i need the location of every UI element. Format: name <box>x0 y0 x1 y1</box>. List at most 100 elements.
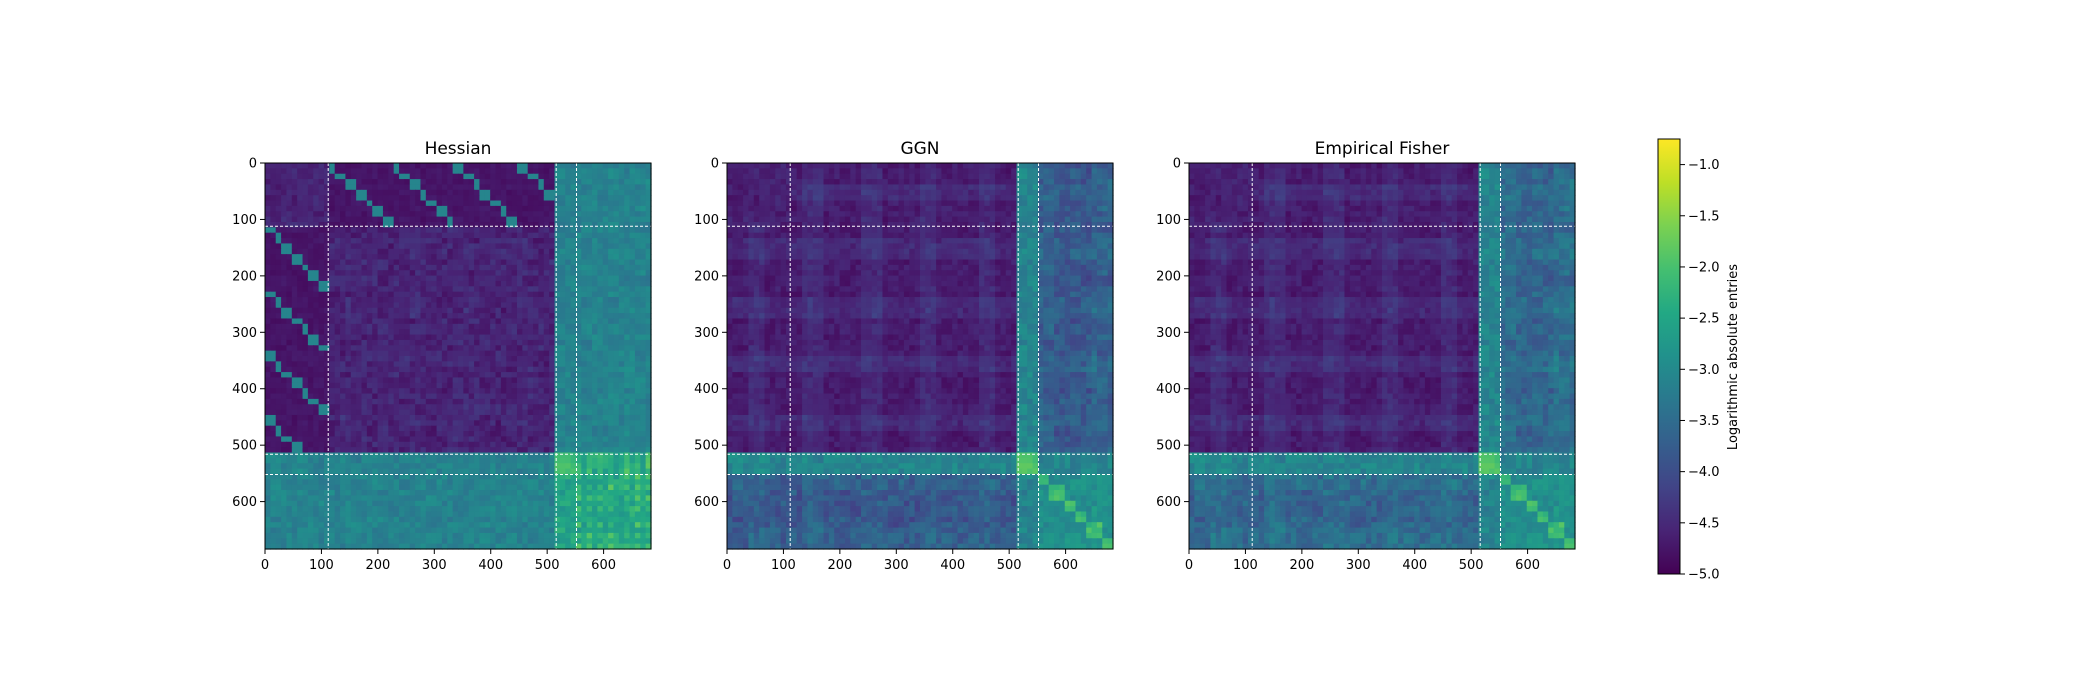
heatmap-cell <box>329 297 336 303</box>
heatmap-cell <box>592 179 598 186</box>
heatmap-cell <box>265 232 271 239</box>
heatmap-cell <box>404 436 411 443</box>
heatmap-cell <box>484 264 491 271</box>
heatmap-cell <box>484 398 491 405</box>
heatmap-cell <box>463 447 470 454</box>
heatmap-cell <box>618 511 625 518</box>
heatmap-cell <box>409 221 416 228</box>
heatmap-cell <box>511 179 518 186</box>
heatmap-cell <box>345 286 352 293</box>
heatmap-cell <box>538 468 545 475</box>
heatmap-cell <box>554 527 561 534</box>
heatmap-cell <box>474 275 481 282</box>
heatmap-cell <box>624 275 631 282</box>
heatmap-cell <box>506 291 513 298</box>
heatmap-cell <box>516 243 523 250</box>
heatmap-cell <box>613 329 620 336</box>
heatmap-cell <box>291 420 298 427</box>
heatmap-cell <box>436 356 443 362</box>
heatmap-cell <box>645 350 652 357</box>
heatmap-cell <box>490 463 497 470</box>
heatmap-cell <box>431 221 438 228</box>
heatmap-cell <box>554 350 561 357</box>
heatmap-cell <box>393 163 400 169</box>
heatmap-cell <box>425 500 432 507</box>
heatmap-cell <box>302 484 309 491</box>
heatmap-cell <box>431 259 438 266</box>
heatmap-cell <box>265 339 271 346</box>
heatmap-cell <box>409 216 416 223</box>
heatmap-cell <box>281 259 288 266</box>
heatmap-cell <box>468 490 475 496</box>
heatmap-cell <box>608 173 615 180</box>
heatmap-cell <box>307 173 314 180</box>
heatmap-cell <box>313 377 320 384</box>
heatmap-cell <box>431 297 438 303</box>
heatmap-cell <box>602 318 609 325</box>
heatmap-cell <box>441 291 448 298</box>
heatmap-cell <box>270 313 277 320</box>
heatmap-cell <box>506 522 513 529</box>
heatmap-cell <box>281 254 288 261</box>
heatmap-cell <box>592 431 598 438</box>
heatmap-cell <box>356 238 363 245</box>
heatmap-cell <box>291 248 298 255</box>
heatmap-cell <box>297 227 304 234</box>
heatmap-cell <box>527 366 534 373</box>
heatmap-cell <box>597 388 604 395</box>
heatmap-cell <box>549 173 556 180</box>
heatmap-cell <box>602 372 609 379</box>
heatmap-cell <box>500 275 507 282</box>
heatmap-cell <box>313 313 320 320</box>
heatmap-cell <box>377 334 384 341</box>
heatmap-cell <box>597 168 604 175</box>
heatmap-cell <box>340 286 347 293</box>
heatmap-cell <box>297 516 304 523</box>
heatmap-cell <box>479 409 486 416</box>
heatmap-cell <box>415 221 422 228</box>
heatmap-cell <box>297 184 304 191</box>
heatmap-cell <box>431 479 438 486</box>
heatmap-cell <box>350 484 357 491</box>
heatmap-cell <box>575 291 582 298</box>
heatmap-cell <box>361 163 368 169</box>
heatmap-cell <box>559 221 566 228</box>
heatmap-cell <box>334 286 341 293</box>
heatmap-cell <box>613 398 620 405</box>
heatmap-cell <box>458 479 464 486</box>
heatmap-cell <box>500 302 507 309</box>
heatmap-cell <box>490 173 497 180</box>
heatmap-cell <box>323 484 330 491</box>
heatmap-cell <box>420 345 427 352</box>
heatmap-cell <box>307 468 314 475</box>
heatmap-cell <box>586 216 593 223</box>
heatmap-cell <box>436 490 443 496</box>
heatmap-cell <box>382 291 389 298</box>
heatmap-cell <box>270 307 277 314</box>
heatmap-cell <box>495 447 502 454</box>
heatmap-cell <box>286 243 293 250</box>
heatmap-cell <box>431 490 438 496</box>
heatmap-cell <box>458 468 464 475</box>
heatmap-cell <box>393 388 400 395</box>
heatmap-cell <box>323 420 330 427</box>
heatmap-cell <box>581 388 588 395</box>
heatmap-cell <box>640 270 647 277</box>
heatmap-cell <box>350 243 357 250</box>
heatmap-cell <box>624 302 631 309</box>
heatmap-cell <box>329 345 336 352</box>
heatmap-cell <box>613 334 620 341</box>
heatmap-cell <box>313 420 320 427</box>
heatmap-cell <box>281 297 288 303</box>
heatmap-cell <box>500 468 507 475</box>
heatmap-cell <box>543 350 550 357</box>
heatmap-cell <box>382 270 389 277</box>
heatmap-cell <box>484 484 491 491</box>
heatmap-cell <box>458 323 464 330</box>
heatmap-cell <box>597 297 604 303</box>
heatmap-cell <box>533 227 540 234</box>
heatmap-cell <box>533 495 540 502</box>
heatmap-cell <box>307 377 314 384</box>
heatmap-cell <box>474 500 481 507</box>
heatmap-cell <box>265 168 271 175</box>
